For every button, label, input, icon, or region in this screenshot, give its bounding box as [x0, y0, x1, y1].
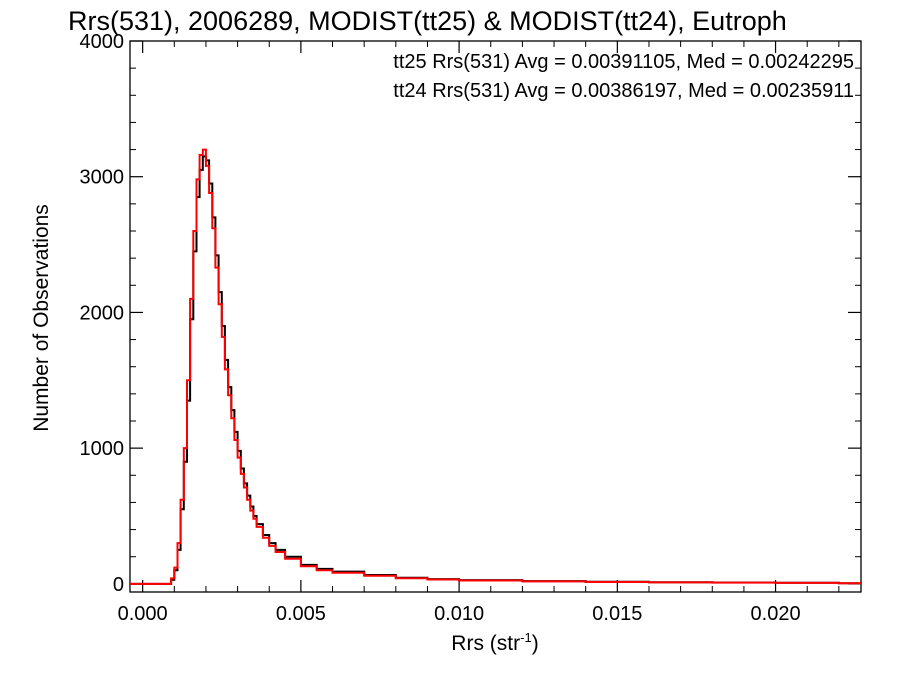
x-tick-label: 0.015	[592, 603, 642, 625]
x-tick-label: 0.020	[751, 603, 801, 625]
chart-title: Rrs(531), 2006289, MODIST(tt25) & MODIST…	[68, 6, 787, 36]
x-tick-label: 0.010	[434, 603, 484, 625]
legend-entry-tt24: tt24 Rrs(531) Avg = 0.00386197, Med = 0.…	[393, 80, 854, 102]
y-tick-label: 3000	[80, 167, 125, 189]
series-line-0	[130, 155, 862, 585]
series-line-1	[130, 148, 862, 585]
x-axis-label-main: Rrs (str	[451, 632, 520, 655]
y-tick-label: 2000	[80, 302, 125, 324]
y-tick-label: 0	[113, 574, 124, 596]
x-tick-label: 0.005	[276, 603, 326, 625]
x-axis-label: Rrs (str-1)	[451, 630, 538, 655]
x-axis-label-suffix: )	[532, 632, 539, 655]
plot-frame	[129, 40, 862, 593]
x-tick-label: 0.000	[118, 603, 168, 625]
y-axis-label: Number of Observations	[30, 204, 53, 432]
y-tick-label: 4000	[80, 31, 125, 53]
legend-entry-tt25: tt25 Rrs(531) Avg = 0.00391105, Med = 0.…	[393, 51, 854, 73]
x-axis-label-superscript: -1	[520, 630, 532, 645]
y-tick-label: 1000	[80, 438, 125, 460]
